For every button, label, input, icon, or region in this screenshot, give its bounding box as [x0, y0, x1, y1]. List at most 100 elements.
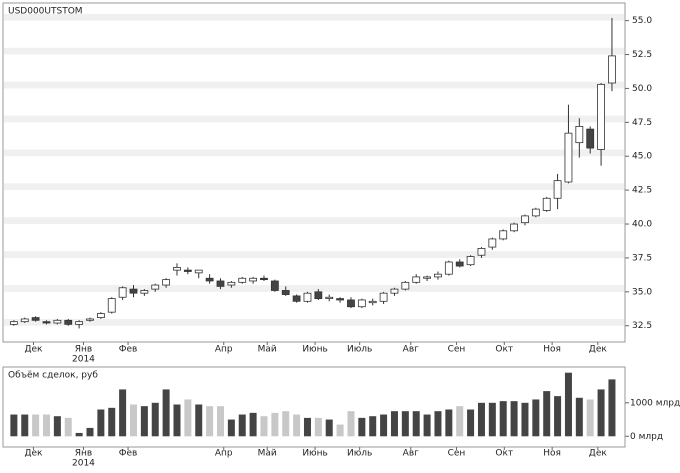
volume-bar: [108, 407, 116, 437]
candle-body: [260, 277, 268, 281]
volume-bar: [412, 411, 420, 437]
candle-body: [499, 230, 508, 240]
candle-body: [303, 292, 312, 302]
grid-band: [4, 285, 624, 292]
candle-body: [53, 319, 62, 324]
volume-bar: [586, 399, 594, 437]
volume-bar: [499, 401, 507, 437]
grid-band: [4, 217, 624, 225]
year-label: 2014: [72, 459, 95, 469]
volume-bar: [216, 406, 224, 437]
volume-bar: [97, 409, 105, 437]
candle-body: [608, 55, 616, 84]
volume-bar: [293, 414, 301, 437]
volume-bar: [303, 417, 311, 437]
volume-bar: [119, 389, 127, 437]
candle-body: [390, 288, 399, 294]
candle-body: [96, 313, 105, 318]
volume-bar: [162, 389, 170, 437]
candle-body: [31, 317, 40, 321]
candle-body: [564, 132, 573, 183]
candle-body: [151, 284, 160, 290]
x-tick-label: Май: [258, 449, 277, 459]
volume-bar: [42, 414, 50, 437]
volume-bar: [597, 389, 605, 437]
x-tick-label: Дек: [24, 449, 43, 459]
candle-body: [379, 292, 388, 302]
y-tick-label: 52.5: [632, 50, 652, 60]
candle-body: [455, 261, 464, 267]
volume-bar: [151, 402, 159, 437]
candle-body: [586, 128, 595, 149]
volume-bar: [238, 414, 246, 437]
volume-bar: [510, 401, 518, 437]
candle-body: [325, 296, 334, 300]
candle-body: [531, 208, 540, 217]
volume-bar: [184, 399, 192, 437]
x-tick-label: Сен: [448, 345, 466, 355]
candle-body: [466, 256, 475, 266]
volume-bar: [358, 417, 366, 437]
x-tick-label: Янв: [75, 345, 92, 355]
candle-body: [227, 281, 236, 286]
y-tick-label: 50.0: [632, 84, 652, 94]
candle-body: [205, 277, 214, 282]
volume-bar: [173, 404, 181, 437]
candle-body: [281, 290, 290, 295]
candle-body: [314, 291, 323, 300]
candle-body: [368, 300, 377, 304]
candle-body: [9, 321, 18, 325]
volume-bar: [390, 411, 398, 437]
volume-bar: [445, 409, 453, 437]
volume-bar: [423, 414, 431, 437]
volume-bar: [75, 432, 83, 437]
candle-body: [292, 295, 301, 302]
volume-bar: [10, 414, 18, 437]
volume-bar: [380, 414, 388, 437]
volume-bar: [325, 419, 333, 437]
grid-band: [4, 115, 624, 123]
x-tick-label: Окт: [495, 345, 513, 355]
volume-bar: [467, 409, 475, 437]
y-tick-label: 37.5: [632, 253, 652, 263]
x-tick-label: Апр: [215, 345, 233, 355]
volume-bar: [129, 404, 137, 437]
x-tick-label: Дек: [589, 345, 608, 355]
volume-bar: [477, 402, 485, 437]
candle-body: [118, 287, 127, 298]
candle-body: [553, 180, 562, 199]
volume-bar: [456, 406, 464, 437]
candle-body: [423, 276, 431, 279]
x-tick-label: Авг: [403, 345, 419, 355]
candle-body: [542, 197, 551, 211]
volume-bar: [282, 411, 290, 437]
volume-bar: [608, 379, 616, 437]
year-label: 2014: [72, 355, 95, 365]
candle-body: [194, 269, 203, 274]
candle-body: [249, 277, 258, 282]
candle-body: [412, 276, 421, 283]
grid-band: [4, 81, 624, 89]
x-tick-label: Дек: [24, 345, 43, 355]
x-tick-label: Ноя: [543, 345, 561, 355]
volume-bar: [206, 406, 214, 437]
grid-band: [4, 251, 624, 258]
grid-band: [4, 183, 624, 191]
candle-body: [140, 290, 149, 294]
volume-bar: [369, 416, 377, 437]
volume-bar: [336, 424, 344, 437]
volume-bar: [227, 419, 235, 437]
x-tick-label: Май: [258, 345, 277, 355]
candle-body: [64, 319, 73, 325]
y-tick-label: 55.0: [632, 16, 652, 26]
volume-bar: [271, 412, 279, 437]
x-tick-label: Июнь: [302, 345, 328, 355]
x-tick-label: Сен: [448, 449, 466, 459]
candle-body: [183, 269, 192, 272]
volume-panel: [2, 366, 626, 448]
x-tick-label: Ноя: [543, 449, 561, 459]
x-tick-label: Июнь: [302, 449, 328, 459]
x-tick-label: Янв: [75, 449, 92, 459]
volume-bar: [434, 411, 442, 437]
